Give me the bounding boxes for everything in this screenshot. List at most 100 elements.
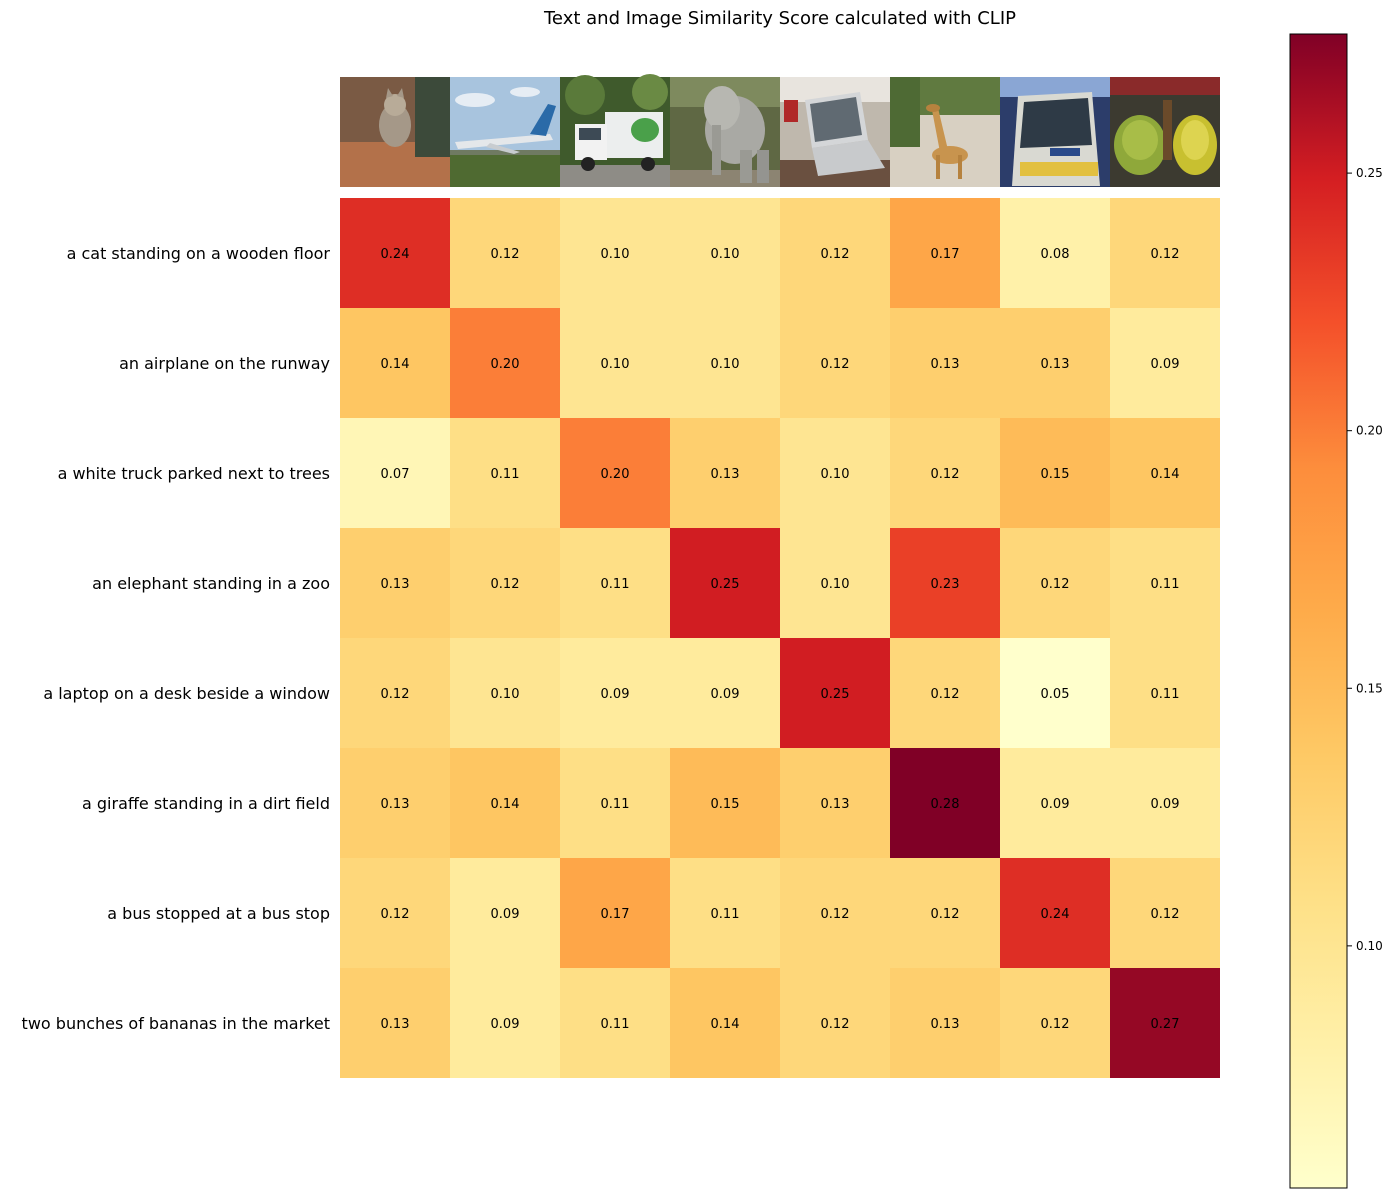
heatmap-cell [780,858,890,968]
heatmap-cell [1110,748,1220,858]
heatmap-cell [340,528,450,638]
cell-value-label: 0.15 [1041,467,1070,482]
cell-value-label: 0.27 [1151,1017,1180,1032]
heatmap-cell [780,638,890,748]
heatmap-cell [890,198,1000,308]
heatmap-cell [560,748,670,858]
heatmap-cell [670,418,780,528]
heatmap-cell [560,968,670,1078]
heatmap-cell [450,858,560,968]
cell-value-label: 0.20 [491,357,520,372]
cell-value-label: 0.09 [491,1017,520,1032]
cell-value-label: 0.10 [821,577,850,592]
heatmap-cell [560,858,670,968]
heatmap-cell [560,308,670,418]
heatmap-cell [340,968,450,1078]
cell-value-label: 0.11 [711,907,740,922]
heatmap-cell [1000,198,1110,308]
cell-value-label: 0.10 [821,467,850,482]
cell-value-label: 0.24 [1041,907,1070,922]
cell-value-label: 0.12 [931,467,960,482]
heatmap-cell [1110,968,1220,1078]
cell-value-label: 0.14 [711,1017,740,1032]
colorbar-tick-label: 0.25 [1356,166,1383,180]
row-label: an elephant standing in a zoo [92,574,330,593]
colorbar-tick-label: 0.20 [1356,424,1383,438]
colorbar-tick-label: 0.10 [1356,939,1383,953]
heatmap-cell [1000,858,1110,968]
cell-value-label: 0.09 [1151,797,1180,812]
airplane-image [450,77,560,187]
heatmap-cell [450,968,560,1078]
heatmap-cell [670,198,780,308]
cell-value-label: 0.10 [491,687,520,702]
heatmap-cell [670,858,780,968]
cell-value-label: 0.10 [711,247,740,262]
heatmap-cell [890,638,1000,748]
cell-value-label: 0.12 [821,1017,850,1032]
cell-value-label: 0.09 [1151,357,1180,372]
cell-value-label: 0.14 [491,797,520,812]
cell-value-label: 0.11 [491,467,520,482]
heatmap-cell [670,308,780,418]
cell-value-label: 0.09 [491,907,520,922]
heatmap-cell [340,858,450,968]
cell-value-label: 0.11 [1151,577,1180,592]
row-label: a laptop on a desk beside a window [43,684,330,703]
heatmap-cell [450,748,560,858]
giraffe-image [890,77,1000,187]
cell-value-label: 0.12 [381,687,410,702]
heatmap-cell [560,198,670,308]
cell-value-label: 0.13 [711,467,740,482]
heatmap-cell [890,858,1000,968]
image-strip [340,74,1220,187]
cell-value-label: 0.11 [601,1017,630,1032]
cell-value-label: 0.12 [931,907,960,922]
heatmap-cell [780,198,890,308]
cell-value-label: 0.12 [1151,907,1180,922]
cell-value-label: 0.23 [931,577,960,592]
heatmap-cell [1110,858,1220,968]
row-label: two bunches of bananas in the market [22,1014,330,1033]
cell-value-label: 0.25 [711,577,740,592]
heatmap-cell [340,748,450,858]
heatmap-cell [890,968,1000,1078]
heatmap-cell [1000,528,1110,638]
cell-value-label: 0.08 [1041,247,1070,262]
heatmap-cell [560,638,670,748]
cell-value-label: 0.17 [931,247,960,262]
heatmap-cell [1110,308,1220,418]
heatmap-cell [670,528,780,638]
bananas-image [1110,77,1220,187]
laptop-image [780,77,890,187]
heatmap-cell [1000,968,1110,1078]
heatmap-cell [450,308,560,418]
cell-value-label: 0.25 [821,687,850,702]
heatmap-cell [1000,418,1110,528]
heatmap-cell [890,748,1000,858]
chart-title: Text and Image Similarity Score calculat… [543,8,1016,29]
cell-value-label: 0.10 [601,357,630,372]
cell-value-label: 0.28 [931,797,960,812]
heatmap-cell [340,418,450,528]
heatmap-cell [340,638,450,748]
cell-value-label: 0.13 [931,357,960,372]
heatmap-cell [890,528,1000,638]
heatmap-cell [670,748,780,858]
row-label: a giraffe standing in a dirt field [82,794,330,813]
heatmap-cell [1000,638,1110,748]
cell-value-label: 0.07 [381,467,410,482]
cell-value-label: 0.12 [821,247,850,262]
cat-image [340,77,450,187]
heatmap-cell [450,198,560,308]
colorbar-tick-label: 0.15 [1356,681,1383,695]
cell-value-label: 0.12 [821,357,850,372]
cell-value-label: 0.20 [601,467,630,482]
heatmap-cell [450,528,560,638]
colorbar: 0.10 0.15 0.20 0.25 [1289,33,1383,1189]
row-labels: a cat standing on a wooden floor an airpl… [22,244,331,1033]
heatmap-cell [1000,748,1110,858]
heatmap-grid: 0.24 0.12 0.10 0.10 0.12 0.17 0.08 0.12 0.14 0.20… [340,198,1220,1078]
bus-image [1000,77,1110,187]
cell-value-label: 0.12 [491,247,520,262]
